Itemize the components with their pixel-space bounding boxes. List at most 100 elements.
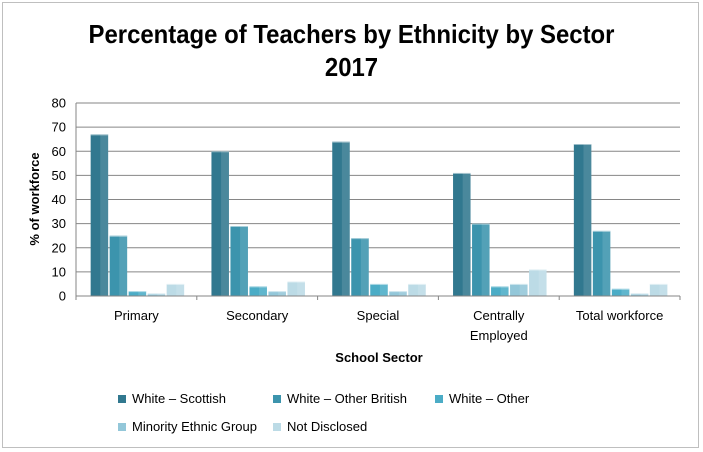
bar-fill [370, 283, 388, 296]
bar-highlight [360, 238, 369, 296]
legend-label: Minority Ethnic Group [132, 419, 257, 434]
x-tick-label: Total workforce [576, 308, 663, 323]
y-tick-label: 10 [52, 264, 66, 279]
chart-title: Percentage of Teachers by Ethnicity by S… [88, 19, 615, 82]
bar-highlight [481, 223, 490, 296]
bar-fill [351, 238, 369, 296]
bar-highlight [640, 293, 649, 296]
bar-highlight [138, 291, 147, 296]
legend-label: White – Scottish [132, 391, 226, 406]
bar-fill [408, 283, 426, 296]
legend: White – Scottish White – Other British Whi… [118, 388, 578, 438]
y-tick-label: 40 [52, 192, 66, 207]
bar-highlight [462, 172, 471, 296]
y-tick-label: 80 [52, 96, 66, 111]
bar [166, 283, 185, 296]
bar-fill [287, 281, 305, 296]
bar-fill [472, 223, 490, 296]
bar-highlight [176, 283, 185, 296]
legend-swatch [273, 394, 281, 403]
bar-highlight [500, 286, 509, 296]
bar-fill [90, 134, 109, 296]
legend-swatch [118, 422, 126, 431]
x-axis-labels: Primary Secondary Special Centrally Employed… [114, 308, 663, 343]
bar [287, 281, 305, 296]
bar [491, 286, 509, 296]
bar-fill [491, 286, 509, 296]
bar [389, 291, 407, 296]
legend-item: White – Other [435, 391, 529, 406]
bars [90, 134, 668, 296]
bar [529, 269, 547, 296]
bar [211, 151, 229, 296]
bar-highlight [659, 283, 668, 296]
bar-highlight [602, 230, 611, 296]
bar [573, 144, 592, 296]
axes [75, 103, 681, 300]
bar [268, 291, 286, 296]
bar-fill [529, 269, 547, 296]
bar-fill [211, 151, 229, 296]
bar [128, 291, 147, 296]
bar-highlight [157, 293, 166, 296]
legend-label: White – Other [449, 391, 530, 406]
bar-fill [510, 283, 528, 296]
bar-fill [389, 291, 407, 296]
bar-fill [109, 235, 128, 296]
bar [630, 293, 649, 296]
bar-highlight [519, 283, 528, 296]
bar-highlight [621, 288, 630, 296]
bar-highlight [278, 291, 286, 296]
y-axis-title: % of workforce [27, 152, 42, 245]
bar [453, 172, 471, 296]
bar-highlight [341, 141, 350, 296]
bar-fill [249, 286, 267, 296]
bar [351, 238, 369, 296]
y-tick-label: 50 [52, 168, 66, 183]
bar-highlight [240, 226, 248, 296]
legend-label: Not Disclosed [287, 419, 368, 434]
legend-swatch [118, 394, 126, 403]
y-tick-label: 0 [59, 289, 66, 304]
y-tick-label: 20 [52, 240, 66, 255]
bar-fill [592, 230, 611, 296]
bar-fill [147, 293, 166, 296]
bar-fill [630, 293, 649, 296]
bar-highlight [221, 151, 229, 296]
bar-fill [128, 291, 147, 296]
bar [510, 283, 528, 296]
bar-fill [573, 144, 592, 296]
bar-fill [268, 291, 286, 296]
bar [649, 283, 668, 296]
legend-label: White – Other British [287, 391, 407, 406]
bar-fill [453, 172, 471, 296]
bar [370, 283, 388, 296]
bar-highlight [398, 291, 407, 296]
bar [230, 226, 248, 296]
bar [592, 230, 611, 296]
bar [472, 223, 490, 296]
y-tick-label: 60 [52, 144, 66, 159]
bar-highlight [297, 281, 305, 296]
x-tick-label: Primary [114, 308, 159, 323]
bar-highlight [379, 283, 388, 296]
y-axis-ticks: 0 10 20 30 40 50 60 70 80 [52, 96, 66, 304]
bar [611, 288, 630, 296]
bar-highlight [100, 134, 109, 296]
bar-fill [649, 283, 668, 296]
legend-swatch [273, 422, 281, 431]
legend-swatch [435, 394, 443, 403]
bar-highlight [417, 283, 426, 296]
x-tick-label: Special [357, 308, 400, 323]
bar-highlight [259, 286, 267, 296]
bar-fill [230, 226, 248, 296]
y-tick-label: 30 [52, 216, 66, 231]
y-tick-label: 70 [52, 120, 66, 135]
bar [332, 141, 350, 296]
x-tick-label: Secondary [226, 308, 289, 323]
bar [109, 235, 128, 296]
bar [408, 283, 426, 296]
bar-fill [332, 141, 350, 296]
legend-item: Minority Ethnic Group [118, 419, 257, 434]
